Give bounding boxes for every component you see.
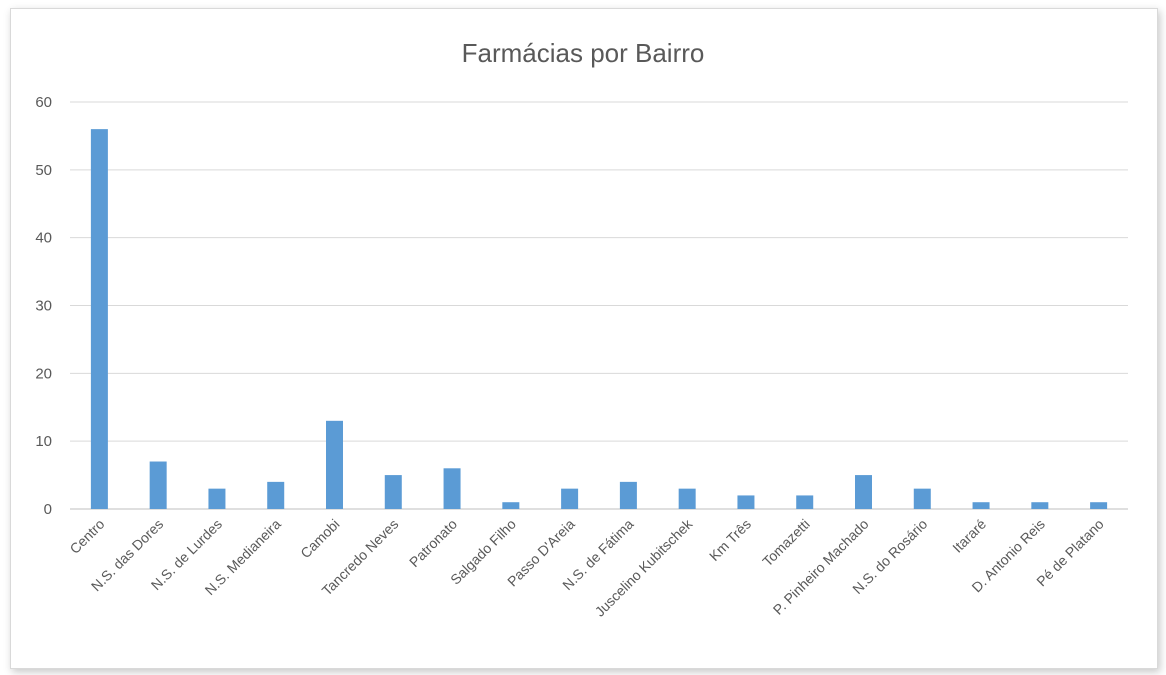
x-tick-label: Km Três <box>706 516 754 564</box>
x-tick-label: Juscelino Kubitschek <box>592 515 696 619</box>
bar <box>619 481 637 509</box>
bar <box>796 495 814 509</box>
y-tick-label: 50 <box>35 162 52 179</box>
bar <box>1090 502 1108 509</box>
bar <box>443 468 461 509</box>
bar <box>90 129 108 509</box>
bar <box>149 461 167 509</box>
x-tick-label: Itararé <box>949 516 989 556</box>
bar <box>208 488 226 509</box>
y-tick-label: 60 <box>35 94 52 111</box>
bar <box>737 495 755 509</box>
chart-title: Farmácias por Bairro <box>461 38 705 68</box>
bar <box>326 420 343 509</box>
y-tick-label: 40 <box>35 230 52 247</box>
bar <box>502 502 520 509</box>
y-tick-label: 0 <box>44 501 52 518</box>
x-tick-label: Centro <box>66 516 107 557</box>
x-tick-label: Camobi <box>297 516 342 561</box>
bar <box>972 502 990 509</box>
x-tick-label: Patronato <box>406 516 460 570</box>
bar <box>267 481 285 509</box>
bar <box>561 488 579 509</box>
x-tick-label: Tomazetti <box>759 516 813 570</box>
y-tick-label: 20 <box>35 365 52 382</box>
y-tick-label: 30 <box>35 298 52 315</box>
bar <box>384 475 402 509</box>
bar <box>855 475 872 509</box>
chart-area <box>10 8 1158 669</box>
bar <box>1031 502 1049 509</box>
y-tick-label: 10 <box>35 433 52 450</box>
bar <box>678 488 696 509</box>
bar <box>913 488 931 509</box>
